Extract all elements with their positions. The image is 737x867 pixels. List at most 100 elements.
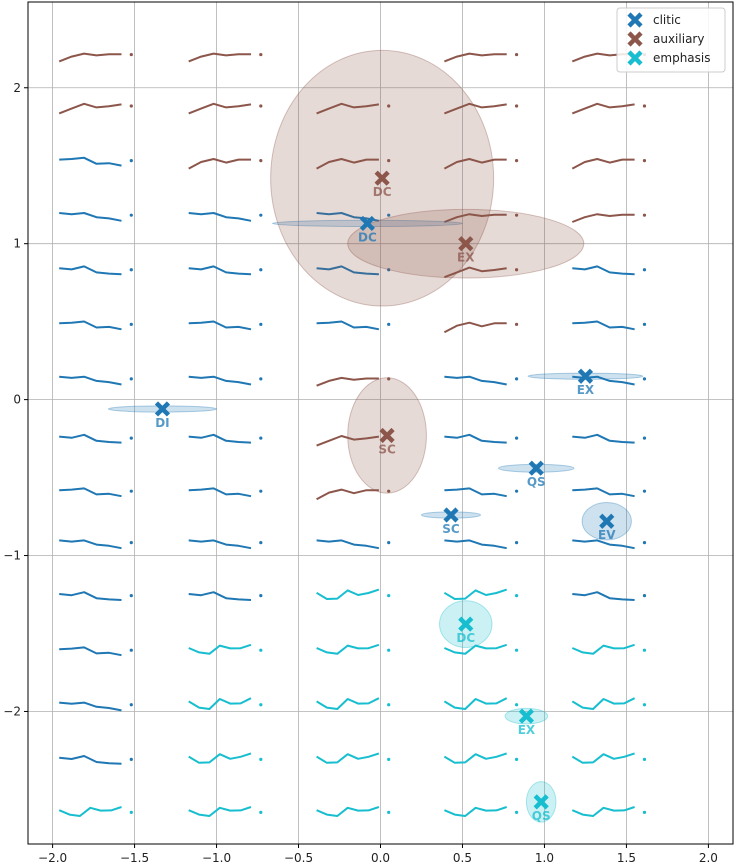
clitic-contour-dot [642,489,647,493]
emphasis-contour-dot [259,703,263,707]
clitic-contour-line [188,265,252,276]
x-tick-label: 1.5 [617,851,636,865]
auxiliary-contour-dot [514,104,519,108]
emphasis-centroid-label: EX [518,723,536,737]
emphasis-centroid-label: DC [456,631,475,645]
clitic-contour-line [59,212,122,222]
clitic-contour-dot [387,322,391,326]
auxiliary-contour-line [316,158,379,170]
emphasis-contour-dot [259,648,263,652]
clitic-contour-line [59,701,122,712]
clitic-contour-line [444,539,507,550]
emphasis-contour-line [316,752,380,764]
clitic-contour-dot [514,489,519,493]
emphasis-contour-line [571,643,635,655]
auxiliary-contour-dot [514,159,519,163]
clitic-contour-dot [387,213,391,217]
auxiliary-contour-dot [387,104,391,108]
spread-ellipses [107,49,644,823]
emphasis-contour-line [316,697,380,710]
emphasis-contour-line [188,643,252,655]
clitic-contour-line [59,755,122,765]
auxiliary-contour-line [316,102,380,115]
emphasis-contour-dot [129,810,133,814]
clitic-contour-dot [642,268,647,272]
auxiliary-contour-dot [259,159,263,163]
clitic-contour-dot [259,489,263,493]
auxiliary-contour-line [571,213,635,223]
clitic-contour-dot [642,436,647,440]
clitic-contour-line [572,265,635,276]
emphasis-contour-dot [642,810,647,814]
auxiliary-contour-dot [514,213,519,217]
legend: clitic auxiliary emphasis [616,7,726,73]
clitic-contour-line [59,433,122,444]
auxiliary-centroid-label: EX [457,251,475,265]
auxiliary-centroid-marker [379,427,395,444]
emphasis-contour-line [571,806,635,817]
emphasis-contour-line [316,588,380,600]
auxiliary-contour-line [444,52,507,63]
auxiliary-centroid-label: DC [373,185,392,199]
clitic-contour-line [59,487,122,498]
emphasis-contour-line [443,588,508,600]
y-tick-label: 0 [13,393,21,407]
clitic-contour-line [572,539,635,550]
legend-clitic-marker [627,12,643,28]
clitic-contour-dot [387,541,391,545]
auxiliary-contour-dot [387,159,391,163]
clitic-contour-dot [129,541,133,545]
clitic-contour-dot [514,541,519,545]
clitic-contour-line [572,320,635,331]
emphasis-contour-dot [259,757,263,761]
x-tick-label: −1.5 [120,851,149,865]
auxiliary-contour-dot [387,489,391,493]
emphasis-centroid-marker [518,708,535,724]
x-tick-label: 2.0 [699,851,718,865]
emphasis-contour-dot [514,757,519,761]
emphasis-contour-dot [387,757,391,761]
emphasis-contour-dot [514,703,519,707]
clitic-contour-dot [129,213,133,217]
auxiliary-contour-line [188,102,252,115]
clitic-contour-line [188,487,252,498]
emphasis-contour-dot [387,810,391,814]
clitic-contour-dot [259,268,263,272]
auxiliary-centroid-marker [458,236,474,252]
y-tick-label: −1 [3,549,21,563]
auxiliary-centroid-marker [374,170,390,186]
clitic-contour-line [188,375,252,386]
clitic-contour-line [316,539,380,550]
clitic-contour-dot [642,594,647,598]
emphasis-contour-dot [642,757,647,761]
clitic-contour-line [316,265,379,276]
auxiliary-contour-dot [387,377,391,381]
legend-auxiliary-label: auxiliary [653,32,704,46]
clitic-centroid-marker [577,368,594,384]
clitic-contour-dot [259,377,263,381]
clitic-centroid-label: SC [442,522,460,536]
auxiliary-contour-line [316,488,379,501]
clitic-contour-dot [129,703,133,707]
emphasis-contour-dot [387,648,391,652]
y-tick-label: 2 [13,81,21,95]
auxiliary-centroid-label: SC [378,442,396,456]
auxiliary-contour-dot [514,52,519,57]
clitic-contour-line [188,591,252,601]
auxiliary-contour-line [444,213,507,223]
clitic-contour-dot [259,436,263,440]
auxiliary-contour-line [444,266,507,279]
emphasis-contour-line [58,806,122,817]
auxiliary-contour-dot [642,159,647,163]
auxiliary-contour-dot [642,104,647,108]
x-tick-label: −0.5 [284,851,313,865]
auxiliary-contour-line [58,102,122,115]
clitic-contour-dot [129,377,133,381]
emphasis-contour-line [571,697,636,710]
y-tick-label: 1 [13,237,21,251]
emphasis-contour-line [444,643,508,655]
x-tick-label: 1.0 [535,851,554,865]
clitic-centroid-marker [599,513,615,529]
legend-emphasis-label: emphasis [653,51,711,65]
clitic-contour-line [316,320,380,331]
